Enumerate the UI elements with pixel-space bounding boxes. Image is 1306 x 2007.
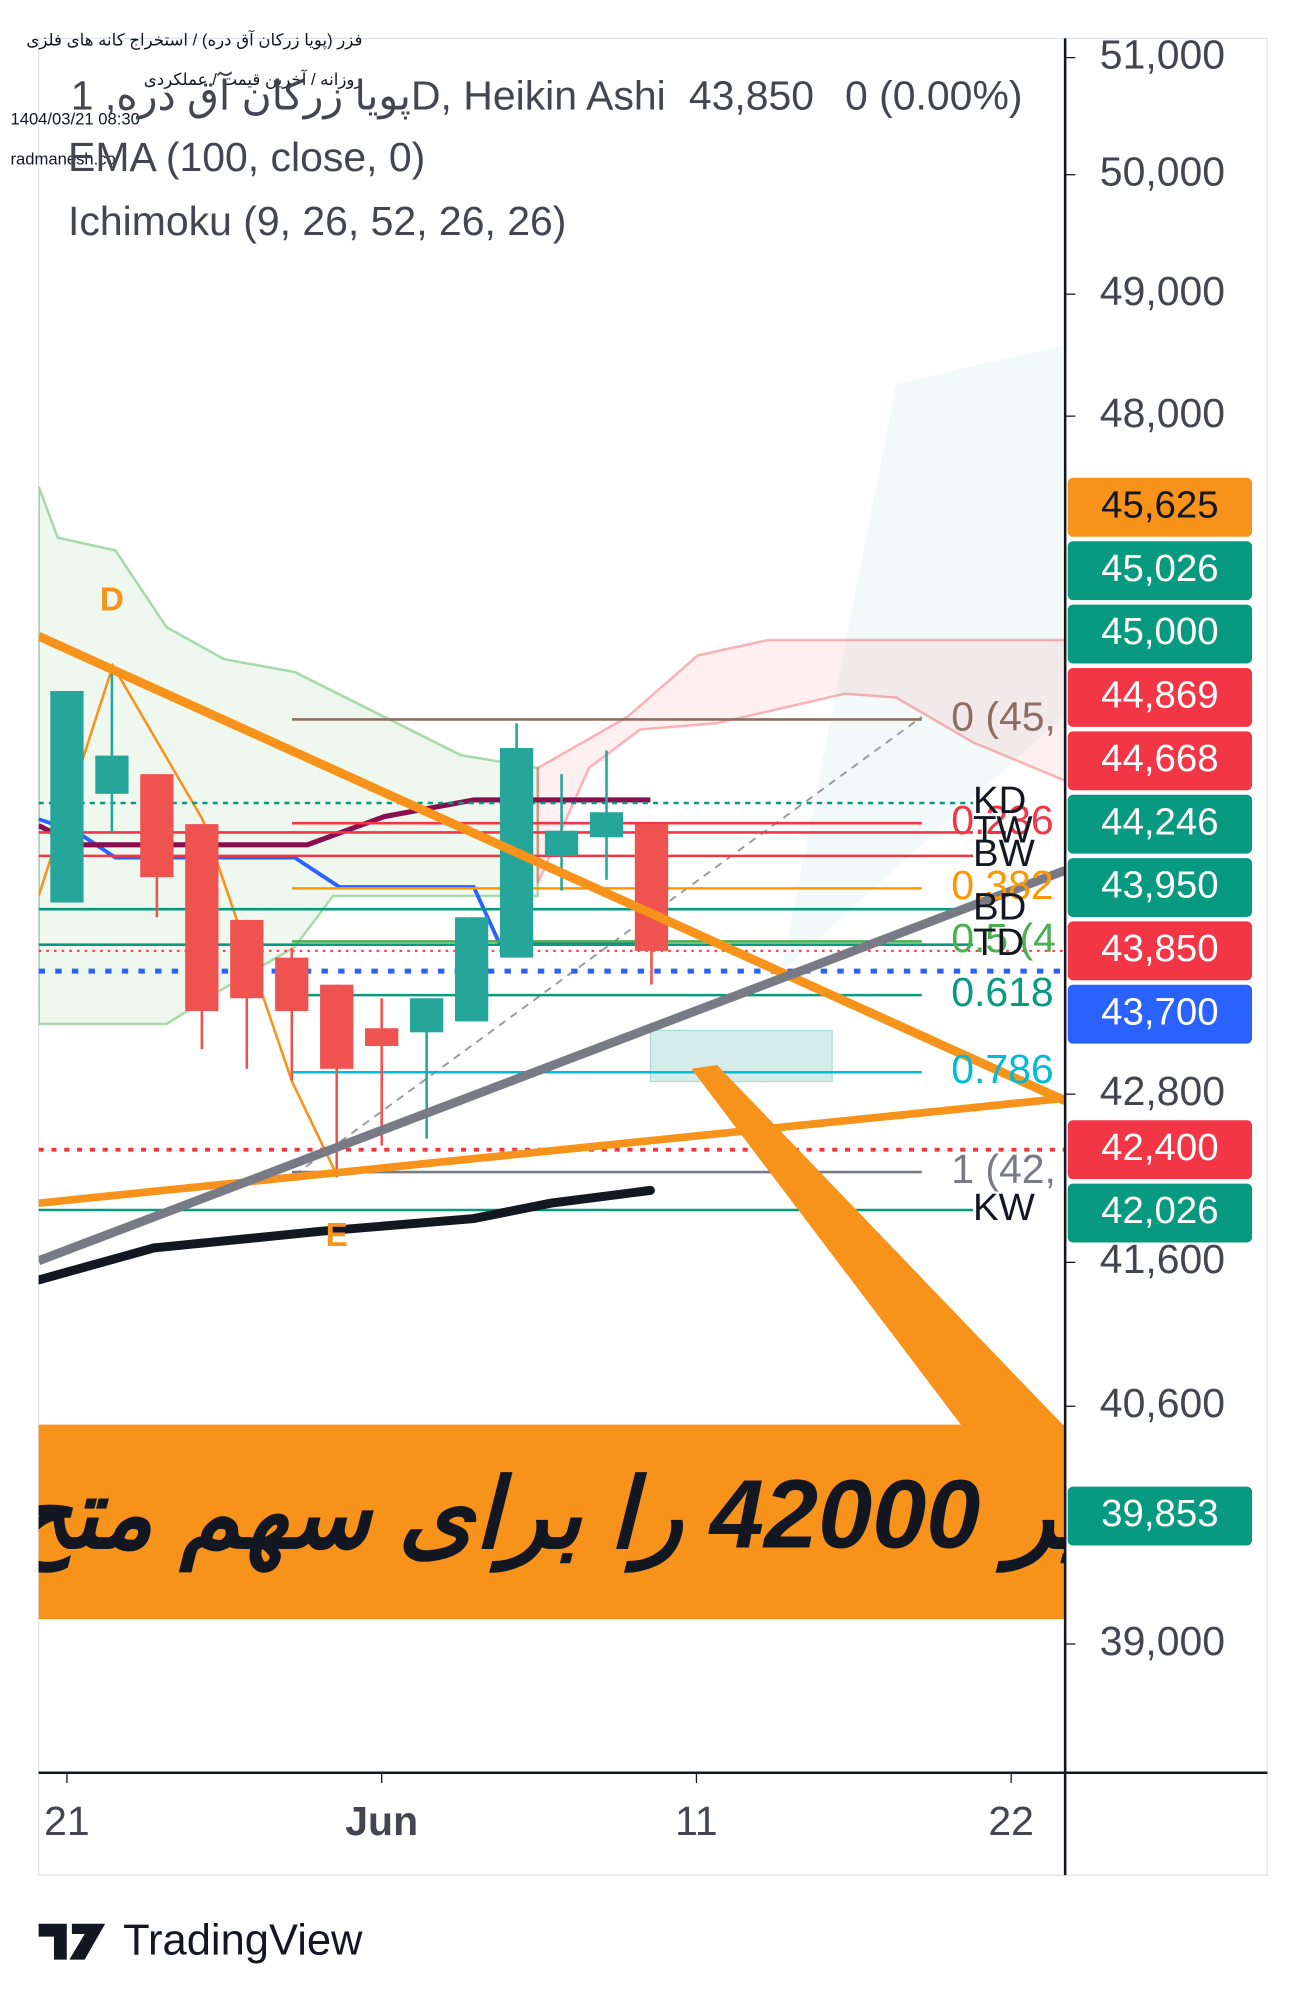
legend-change: 0 (0.00%)	[845, 72, 1022, 118]
candles	[50, 665, 669, 1178]
brand-logo	[38, 1923, 106, 1960]
y-tick-label: 41,600	[1100, 1236, 1225, 1282]
fib-label: 0.618	[951, 969, 1053, 1015]
pattern-line	[38, 662, 339, 1176]
candle-body	[275, 957, 309, 1012]
banner	[38, 1424, 1066, 1620]
price-tag-label: 45,000	[1101, 610, 1218, 653]
trend-line	[38, 866, 1066, 1265]
price-tag-label: 45,625	[1101, 483, 1218, 526]
price-tag-label: 44,668	[1101, 737, 1218, 780]
candle-body	[185, 824, 219, 1012]
y-tick-label: 39,000	[1100, 1618, 1225, 1664]
target-box	[649, 1029, 833, 1083]
x-tick-label: Jun	[345, 1798, 418, 1844]
candle-body	[454, 917, 489, 1022]
trend-line	[38, 632, 1066, 1105]
y-tick-label: 51,000	[1100, 31, 1225, 77]
price-tag	[1067, 477, 1253, 537]
x-tick-label: 21	[44, 1798, 90, 1844]
fib-label: 0.382	[951, 862, 1053, 908]
header-line: 1404/03/21 08:30	[10, 110, 139, 129]
background-arrow	[780, 345, 1063, 973]
level-label: TW	[973, 809, 1033, 852]
price-tag-label: 43,700	[1101, 990, 1218, 1033]
header-line: radmanesh.co	[10, 149, 115, 168]
candle-body	[320, 984, 354, 1069]
point-label: E	[326, 1217, 348, 1254]
trend-lines	[38, 632, 1066, 1620]
level-label: TD	[973, 921, 1024, 964]
legend-title: پویا زرکان آق دره, 1D, Heikin Ashi	[71, 70, 666, 119]
point-label: D	[100, 581, 124, 618]
labels: فزر (پویا زرکان آق دره) / استخراج کانه ه…	[9, 28, 1253, 1844]
x-tick-label: 22	[988, 1798, 1034, 1844]
fib-label: 0.236	[951, 797, 1053, 843]
price-tag	[1067, 794, 1253, 854]
price-tag	[1067, 1120, 1253, 1180]
ichimoku-cloud-red	[536, 638, 1066, 884]
fib-label: 0.786	[951, 1046, 1053, 1092]
candle-body	[410, 998, 444, 1033]
price-tag-label: 44,246	[1101, 800, 1218, 843]
candle-body	[589, 812, 624, 838]
header-line: روزانه / آخرین قیمت / عملکردی	[144, 68, 363, 89]
price-tag	[1067, 921, 1253, 981]
dashed-trend	[294, 716, 923, 1176]
price-tag	[1067, 604, 1253, 664]
price-tag	[1067, 731, 1253, 791]
header-line: فزر (پویا زرکان آق دره) / استخراج کانه ه…	[26, 28, 362, 50]
price-tag-label: 43,850	[1101, 927, 1218, 970]
candle-body	[634, 824, 669, 951]
candle-body	[140, 774, 174, 878]
candle-body	[50, 690, 84, 903]
price-tag	[1067, 667, 1253, 727]
y-tick-label: 42,800	[1100, 1068, 1225, 1114]
level-label: BW	[973, 832, 1036, 875]
y-tick-label: 49,000	[1100, 268, 1225, 314]
banner-text: یر 42000 را برای سهم متح	[9, 1460, 1089, 1574]
legend-price: 43,850	[689, 72, 814, 118]
indicator-label: EMA (100, close, 0)	[68, 134, 425, 180]
level-label: KW	[973, 1186, 1036, 1229]
y-tick-label: 48,000	[1100, 390, 1225, 436]
price-tag-label: 44,869	[1101, 674, 1218, 717]
candle-body	[95, 755, 129, 794]
arrow	[691, 1064, 1066, 1428]
price-tag-label: 42,026	[1101, 1189, 1218, 1232]
price-tag	[1067, 984, 1253, 1044]
level-label: BD	[973, 885, 1026, 928]
y-tick-label: 50,000	[1100, 149, 1225, 195]
candle-body	[365, 1028, 399, 1047]
price-tag-label: 39,853	[1101, 1492, 1218, 1535]
y-tick-label: 40,600	[1100, 1380, 1225, 1426]
fib-label: 0 (45,	[951, 693, 1056, 739]
candle-body	[544, 830, 579, 856]
fib-label: 1 (42,	[951, 1146, 1056, 1192]
price-tag	[1067, 858, 1253, 917]
fib-label: 0.5 (4	[951, 915, 1056, 961]
indicator-label: Ichimoku (9, 26, 52, 26, 26)	[68, 198, 566, 244]
price-tag-label: 43,950	[1101, 864, 1218, 907]
price-tag	[1067, 541, 1253, 601]
x-tick-label: 11	[675, 1798, 718, 1844]
brand: TradingView	[123, 1917, 363, 1965]
level-label: KD	[973, 779, 1026, 822]
candle-body	[230, 919, 264, 999]
price-tag-label: 45,026	[1101, 547, 1218, 590]
price-tag	[1067, 1183, 1253, 1243]
ema-line	[38, 1185, 655, 1285]
trend-line	[38, 1094, 1066, 1207]
price-tag-label: 42,400	[1101, 1126, 1218, 1169]
price-tag	[1067, 1486, 1253, 1546]
